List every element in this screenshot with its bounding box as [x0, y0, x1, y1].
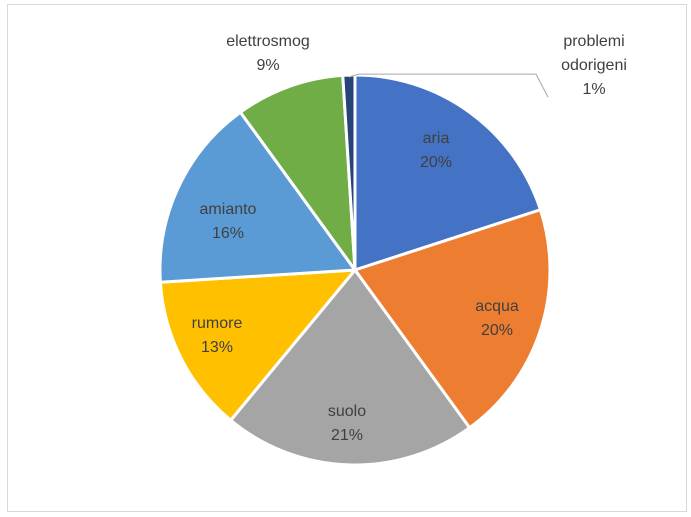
data-label-category: acqua [475, 298, 519, 315]
leader-line-problemi-odorigeni [348, 73, 549, 98]
pie-slice-rumore [158, 268, 359, 423]
data-label-aria: aria 20% [420, 130, 452, 171]
pie-slice-elettrosmog [238, 73, 357, 276]
pie-slice-acqua [352, 207, 552, 430]
data-label-category: odorigeni [561, 57, 627, 74]
leader-lines [348, 73, 549, 98]
data-label-percent: 13% [201, 339, 233, 356]
pie-slice-amianto [158, 110, 358, 284]
data-label-category: elettrosmog [226, 33, 310, 50]
data-label-amianto: amianto 16% [200, 201, 257, 242]
data-label-rumore: rumore 13% [192, 315, 243, 356]
data-label-suolo: suolo 21% [328, 403, 366, 444]
data-label-percent: 16% [212, 225, 244, 242]
data-labels: aria 20% acqua 20% suolo 21% rumore 13% amianto 1… [192, 33, 627, 444]
data-label-category: problemi [563, 33, 624, 50]
data-label-acqua: acqua 20% [475, 298, 519, 339]
pie-slices [158, 73, 552, 467]
data-label-percent: 21% [331, 427, 363, 444]
pie-slice-aria [353, 73, 543, 273]
data-label-category: rumore [192, 315, 243, 332]
data-label-category: aria [423, 130, 450, 147]
data-label-problemi-odorigeni: problemi odorigeni 1% [561, 33, 627, 98]
data-label-elettrosmog: elettrosmog 9% [226, 33, 310, 74]
data-label-percent: 20% [481, 322, 513, 339]
data-label-percent: 1% [582, 81, 605, 98]
data-label-percent: 20% [420, 154, 452, 171]
pie-slice-suolo [228, 267, 472, 467]
data-label-category: suolo [328, 403, 366, 420]
data-label-percent: 9% [256, 57, 279, 74]
data-label-category: amianto [200, 201, 257, 218]
